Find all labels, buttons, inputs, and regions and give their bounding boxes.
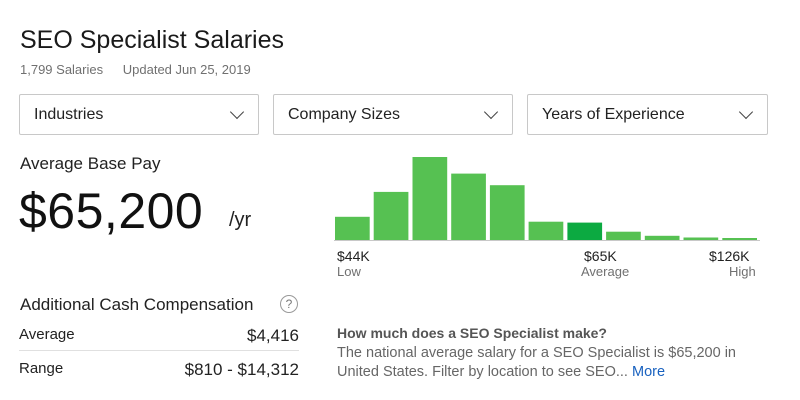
- histogram-bar: [451, 173, 486, 240]
- average-base-pay-unit: /yr: [229, 209, 252, 231]
- average-bar: [567, 222, 603, 240]
- years-of-experience-dropdown-label: Years of Experience: [542, 105, 685, 123]
- chevron-down-icon: [229, 104, 245, 120]
- chevron-down-icon: [738, 104, 754, 120]
- average-value: $65K: [584, 248, 617, 264]
- row-divider: [19, 350, 299, 351]
- average-label: Average: [581, 264, 630, 279]
- histogram-bar: [412, 157, 448, 240]
- cash-average-row: Average $4,416: [19, 326, 299, 346]
- page-meta: 1,799 Salaries Updated Jun 25, 2019: [20, 62, 251, 77]
- histogram-bar: [683, 237, 719, 240]
- industries-dropdown-label: Industries: [34, 105, 104, 123]
- more-link[interactable]: More: [631, 364, 666, 380]
- company-sizes-dropdown-label: Company Sizes: [288, 105, 401, 123]
- cash-range-value: $810 - $14,312: [184, 360, 299, 379]
- help-icon[interactable]: ?: [280, 295, 298, 313]
- cash-range-label: Range: [19, 360, 64, 377]
- salary-distribution-chart: [334, 150, 760, 245]
- updated-date: Updated Jun 25, 2019: [122, 62, 251, 77]
- additional-cash-title: Additional Cash Compensation: [20, 295, 254, 314]
- low-label: Low: [337, 264, 361, 279]
- histogram-bar: [373, 191, 409, 240]
- chevron-down-icon: [483, 104, 499, 120]
- average-base-pay-value: $65,200: [19, 183, 204, 239]
- low-value: $44K: [337, 248, 370, 264]
- industries-dropdown[interactable]: Industries: [19, 94, 259, 135]
- company-sizes-dropdown[interactable]: Company Sizes: [273, 94, 513, 135]
- high-value: $126K: [709, 248, 750, 264]
- average-base-pay-label: Average Base Pay: [20, 154, 161, 173]
- faq-answer: The national average salary for a SEO Sp…: [337, 344, 757, 382]
- histogram-bar: [335, 216, 370, 240]
- cash-average-label: Average: [19, 326, 75, 343]
- histogram-bar: [606, 231, 641, 240]
- page-title: SEO Specialist Salaries: [20, 26, 285, 54]
- cash-range-row: Range $810 - $14,312: [19, 360, 299, 380]
- faq-answer-text: The national average salary for a SEO Sp…: [337, 345, 736, 380]
- salary-count: 1,799 Salaries: [20, 62, 104, 77]
- histogram-bar: [722, 238, 757, 240]
- histogram-bar: [644, 235, 680, 240]
- cash-average-value: $4,416: [247, 326, 299, 345]
- years-of-experience-dropdown[interactable]: Years of Experience: [527, 94, 768, 135]
- histogram-bar: [528, 221, 564, 240]
- faq-question: How much does a SEO Specialist make?: [337, 325, 607, 341]
- salary-distribution-svg: [334, 157, 760, 241]
- histogram-bar: [489, 185, 525, 240]
- high-label: High: [729, 264, 756, 279]
